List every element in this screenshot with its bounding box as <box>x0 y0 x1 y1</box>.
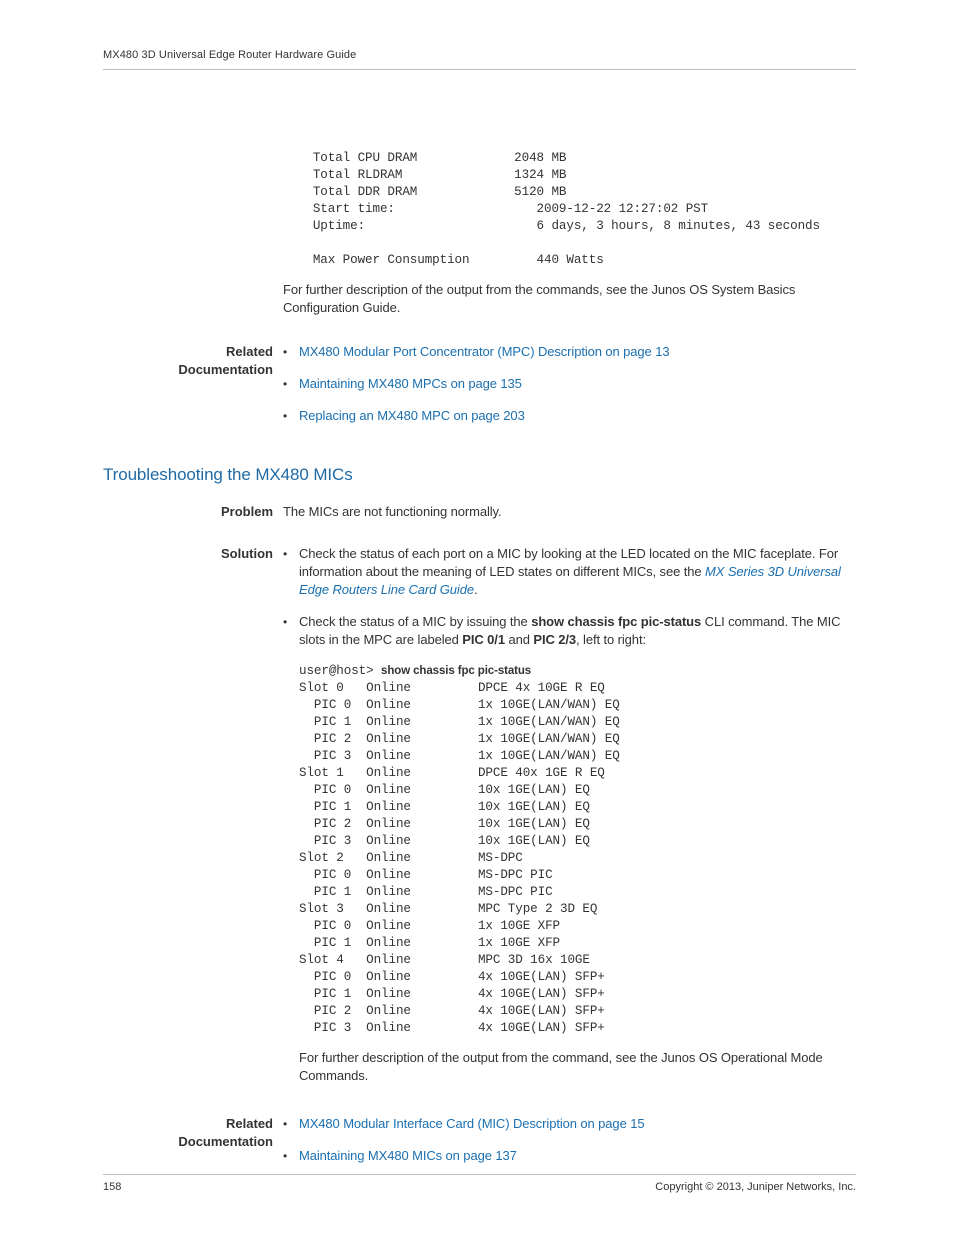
paragraph-output-note-2: For further description of the output fr… <box>299 1049 856 1085</box>
running-header-text: MX480 3D Universal Edge Router Hardware … <box>103 49 356 61</box>
link-mic-description[interactable]: MX480 Modular Interface Card (MIC) Descr… <box>299 1116 644 1131</box>
related-links-list-2: MX480 Modular Interface Card (MIC) Descr… <box>283 1115 856 1165</box>
related-links-list-1: MX480 Modular Port Concentrator (MPC) De… <box>283 343 856 425</box>
side-label-problem: Problem <box>103 503 273 521</box>
side-label-solution: Solution <box>103 545 273 563</box>
page-number: 158 <box>103 1181 121 1193</box>
cli-output-2: user@host> show chassis fpc pic-status S… <box>299 663 856 1037</box>
paragraph-output-note-1: For further description of the output fr… <box>283 281 856 317</box>
page: MX480 3D Universal Edge Router Hardware … <box>0 0 954 1235</box>
link-maintaining-mpcs[interactable]: Maintaining MX480 MPCs on page 135 <box>299 376 522 391</box>
side-label-related-1: Related Documentation <box>103 343 273 379</box>
main-content: Total CPU DRAM 2048 MB Total RLDRAM 1324… <box>283 150 856 1165</box>
related-link-item: MX480 Modular Port Concentrator (MPC) De… <box>283 343 856 361</box>
related-link-item: MX480 Modular Interface Card (MIC) Descr… <box>283 1115 856 1133</box>
related-link-item: Replacing an MX480 MPC on page 203 <box>283 407 856 425</box>
side-label-related-2: Related Documentation <box>103 1115 273 1151</box>
link-replacing-mpc[interactable]: Replacing an MX480 MPC on page 203 <box>299 408 525 423</box>
section-heading-troubleshooting-mics: Troubleshooting the MX480 MICs <box>103 465 856 485</box>
cli-output-1: Total CPU DRAM 2048 MB Total RLDRAM 1324… <box>283 150 856 269</box>
solution-bullets: Check the status of each port on a MIC b… <box>283 545 856 649</box>
link-maintaining-mics[interactable]: Maintaining MX480 MICs on page 137 <box>299 1148 517 1163</box>
solution-bullet-1: Check the status of each port on a MIC b… <box>283 545 856 599</box>
related-link-item: Maintaining MX480 MPCs on page 135 <box>283 375 856 393</box>
solution-block: Solution Check the status of each port o… <box>283 545 856 1085</box>
link-mpc-description[interactable]: MX480 Modular Port Concentrator (MPC) De… <box>299 344 669 359</box>
running-header: MX480 3D Universal Edge Router Hardware … <box>103 45 856 70</box>
copyright-text: Copyright © 2013, Juniper Networks, Inc. <box>655 1181 856 1193</box>
related-link-item: Maintaining MX480 MICs on page 137 <box>283 1147 856 1165</box>
related-documentation-2: Related Documentation MX480 Modular Inte… <box>283 1115 856 1165</box>
page-footer: 158 Copyright © 2013, Juniper Networks, … <box>103 1174 856 1193</box>
problem-block: Problem The MICs are not functioning nor… <box>283 503 856 521</box>
problem-text: The MICs are not functioning normally. <box>283 503 856 521</box>
solution-bullet-2: Check the status of a MIC by issuing the… <box>283 613 856 649</box>
related-documentation-1: Related Documentation MX480 Modular Port… <box>283 343 856 425</box>
